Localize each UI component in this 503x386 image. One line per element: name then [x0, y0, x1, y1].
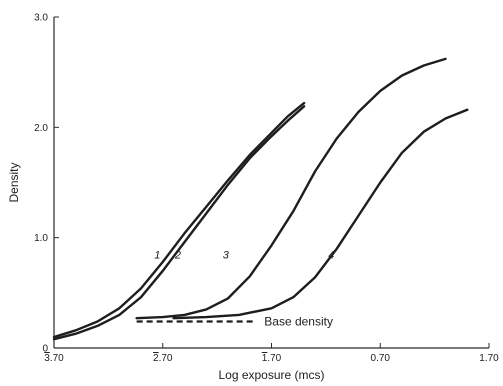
y-axis-title: Density [7, 162, 21, 202]
x-tick-label-mantissa: .70 [267, 353, 281, 364]
series-layer [52, 57, 469, 341]
curve-label-1: 1 [154, 250, 160, 262]
x-tick-label: 1.70 [262, 353, 282, 364]
y-tick-label: 2.0 [34, 123, 48, 134]
x-tick-label-characteristic: 3 [44, 353, 50, 364]
x-tick-label-characteristic: 2 [153, 353, 159, 364]
x-tick-label: 0.70 [371, 353, 391, 364]
y-tick-label: 0 [42, 344, 48, 355]
curve-2 [52, 105, 306, 341]
curve-3 [135, 57, 447, 320]
curve-label-2: 2 [174, 250, 181, 262]
base-density-layer: Base density [136, 315, 333, 329]
x-tick-label: 1.70 [479, 353, 499, 364]
y-tick-label: 3.0 [34, 13, 48, 24]
curve-label-3: 3 [223, 250, 230, 262]
curve-label-4: 4 [328, 250, 334, 262]
x-tick-label-characteristic: 1 [262, 353, 268, 364]
y-tick-label: 1.0 [34, 233, 48, 244]
x-tick-label-mantissa: .70 [50, 353, 64, 364]
x-tick-label-mantissa: .70 [159, 353, 173, 364]
x-tick-label: 3.70 [44, 353, 64, 364]
curve-1 [52, 101, 306, 339]
curve-labels: 1 2 3 4 [154, 250, 334, 262]
base-density-label: Base density [264, 315, 333, 329]
curve-4 [172, 108, 469, 320]
x-tick-label: 2.70 [153, 353, 173, 364]
x-axis-title: Log exposure (mcs) [218, 368, 324, 382]
ticks: 01.02.03.03.70 2.70 1.70 0.70 1.70 [34, 13, 499, 365]
